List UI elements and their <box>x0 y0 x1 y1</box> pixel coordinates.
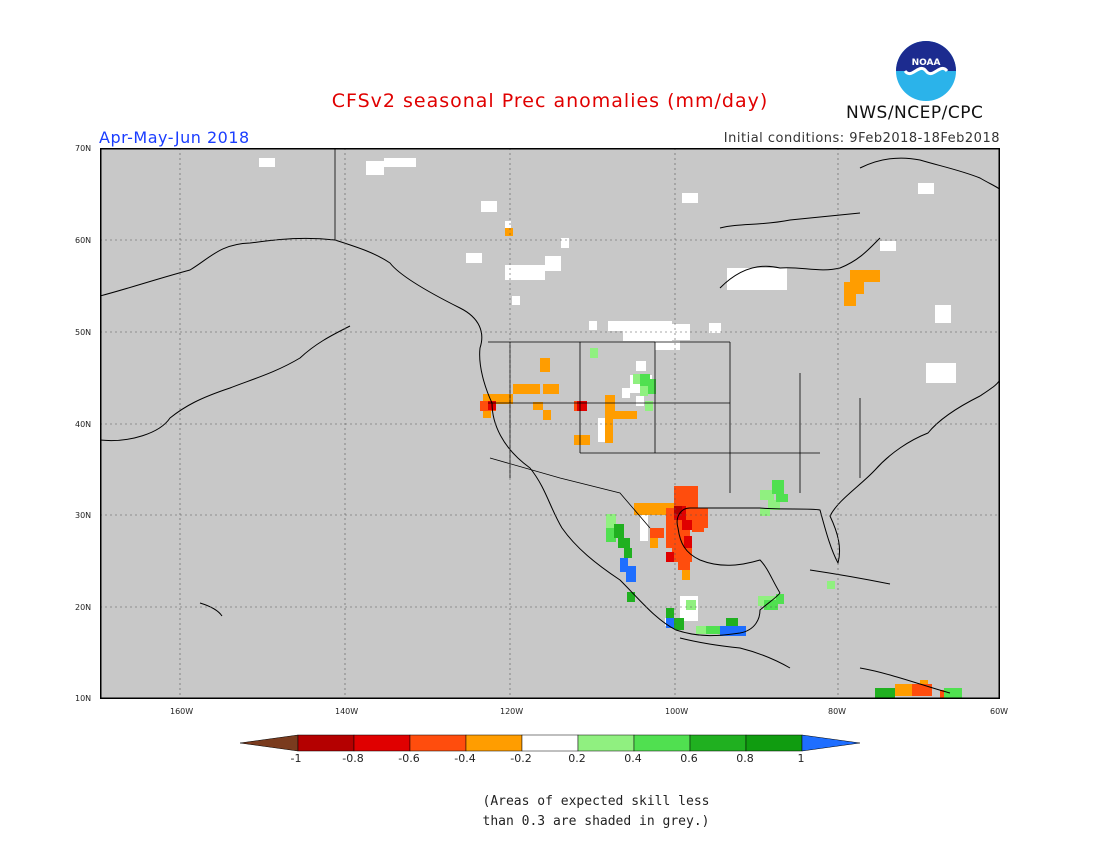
color-scale-bar <box>240 734 860 752</box>
colorbar-swatch <box>689 734 747 752</box>
colorbar-tick-label: -0.6 <box>398 752 420 765</box>
extreme-wet-anomaly-cells <box>620 558 746 636</box>
colorbar-tick-label: 0.4 <box>624 752 642 765</box>
colorbar-swatch <box>353 734 411 752</box>
skill-note: (Areas of expected skill less than 0.3 a… <box>0 792 1100 832</box>
coastlines <box>100 157 1000 694</box>
initial-conditions-label: Initial conditions: 9Feb2018-18Feb2018 <box>723 131 1000 146</box>
lon-label-80w: 80W <box>828 707 847 716</box>
lat-label-70n: 70N <box>75 144 92 153</box>
colorbar-tick-label: 0.6 <box>680 752 698 765</box>
lon-label-60w: 60W <box>990 707 1009 716</box>
lat-label-40n: 40N <box>75 420 92 429</box>
colorbar-right-triangle <box>801 734 860 752</box>
lon-label-140w: 140W <box>335 707 359 716</box>
moderate-wet-anomaly-cells <box>606 374 962 698</box>
colorbar-swatch <box>577 734 635 752</box>
skill-note-line-2: than 0.3 are shaded in grey.) <box>482 814 710 829</box>
agency-label: NWS/NCEP/CPC <box>846 103 984 123</box>
colorbar-tick-label: -1 <box>290 752 302 765</box>
colorbar-swatch <box>465 734 523 752</box>
season-label: Apr-May-Jun 2018 <box>99 128 250 147</box>
colorbar-tick-label: 0.2 <box>568 752 586 765</box>
map-frame <box>100 148 1000 699</box>
lon-label-160w: 160W <box>170 707 194 716</box>
colorbar-tick-label: 0.8 <box>736 752 754 765</box>
map-title: CFSv2 seasonal Prec anomalies (mm/day) <box>331 90 769 112</box>
colorbar-tick-label: -0.2 <box>510 752 532 765</box>
noaa-logo-icon: NOAA <box>896 41 956 101</box>
precip-anomaly-map <box>100 148 1000 699</box>
lat-label-10n: 10N <box>75 694 92 703</box>
colorbar-left-triangle <box>240 734 299 752</box>
colorbar-swatch <box>521 734 579 752</box>
lat-label-50n: 50N <box>75 328 92 337</box>
skill-note-line-1: (Areas of expected skill less <box>482 794 710 809</box>
colorbar-tick-label: 1 <box>797 752 805 765</box>
lon-label-120w: 120W <box>500 707 524 716</box>
colorbar-swatch <box>409 734 467 752</box>
gridlines <box>100 148 1000 699</box>
extreme-dry-anomaly-cells <box>674 506 682 514</box>
colorbar-swatch <box>633 734 691 752</box>
neutral-anomaly-cells <box>259 158 956 626</box>
colorbar-swatch <box>297 734 355 752</box>
lat-label-30n: 30N <box>75 511 92 520</box>
map-background <box>100 148 1000 699</box>
lat-label-60n: 60N <box>75 236 92 245</box>
political-borders <box>334 148 861 529</box>
lat-label-20n: 20N <box>75 603 92 612</box>
lon-label-100w: 100W <box>665 707 689 716</box>
svg-text:NOAA: NOAA <box>912 58 941 68</box>
colorbar-tick-label: -0.8 <box>342 752 364 765</box>
colorbar-tick-label: -0.4 <box>454 752 476 765</box>
colorbar-swatch <box>745 734 803 752</box>
strong-wet-anomaly-cells <box>614 524 895 698</box>
